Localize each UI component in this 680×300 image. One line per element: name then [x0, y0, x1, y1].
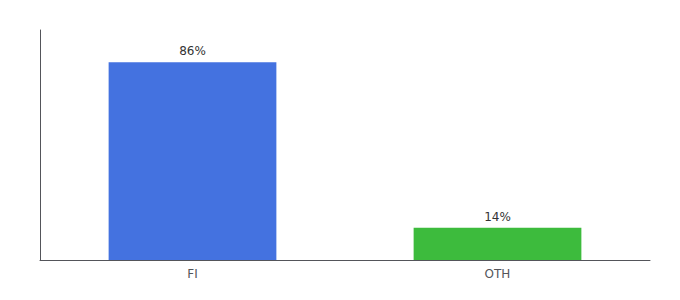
svg-text:OTH: OTH — [485, 267, 511, 281]
svg-text:14%: 14% — [484, 210, 511, 224]
svg-text:86%: 86% — [179, 44, 206, 58]
svg-text:FI: FI — [187, 267, 197, 281]
